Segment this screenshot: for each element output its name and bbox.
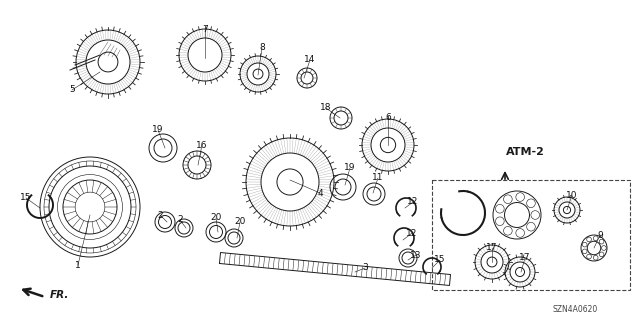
Text: 7: 7 (202, 26, 208, 34)
Bar (432, 180, 630, 290)
Text: 16: 16 (196, 140, 208, 150)
Text: 5: 5 (69, 85, 75, 94)
Text: 19: 19 (344, 164, 356, 173)
Text: 6: 6 (385, 114, 391, 122)
Text: 17: 17 (486, 243, 498, 253)
Text: 1: 1 (75, 261, 81, 270)
Text: 17: 17 (519, 254, 531, 263)
Text: SZN4A0620: SZN4A0620 (552, 306, 598, 315)
Text: 12: 12 (407, 197, 419, 206)
Text: 15: 15 (435, 256, 445, 264)
Text: 3: 3 (362, 263, 368, 272)
Text: 13: 13 (410, 250, 422, 259)
Text: 12: 12 (406, 228, 418, 238)
Text: 4: 4 (317, 189, 323, 197)
Text: 15: 15 (20, 194, 32, 203)
Text: 18: 18 (320, 103, 332, 113)
Text: 10: 10 (566, 190, 578, 199)
Text: 20: 20 (211, 213, 221, 222)
Text: 14: 14 (304, 56, 316, 64)
Text: FR.: FR. (50, 290, 69, 300)
Text: 8: 8 (259, 43, 265, 53)
Text: 2: 2 (157, 211, 163, 219)
Text: 11: 11 (372, 174, 384, 182)
Text: ATM-2: ATM-2 (506, 147, 545, 157)
Text: 19: 19 (152, 125, 164, 135)
Text: 9: 9 (597, 231, 603, 240)
Text: 20: 20 (234, 218, 246, 226)
Text: 2: 2 (177, 216, 183, 225)
